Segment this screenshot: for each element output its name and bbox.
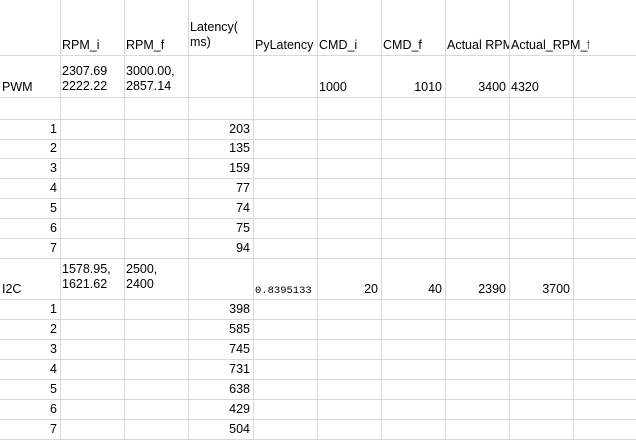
column-divider bbox=[253, 0, 254, 440]
column-divider bbox=[509, 0, 510, 440]
pwm-row-latency[interactable]: 77 bbox=[236, 181, 250, 195]
pwm-row-latency[interactable]: 159 bbox=[229, 161, 250, 175]
i2c-row-index[interactable]: 3 bbox=[50, 342, 57, 356]
column-divider bbox=[124, 0, 125, 440]
i2c-row-index[interactable]: 4 bbox=[50, 362, 57, 376]
row-divider bbox=[0, 238, 636, 239]
pwm-row-index[interactable]: 2 bbox=[50, 141, 57, 155]
header-actual-rpm-f[interactable]: Actual_RPM_f bbox=[511, 38, 589, 52]
i2c-cmd-i[interactable]: 20 bbox=[364, 282, 378, 296]
pwm-row-index[interactable]: 1 bbox=[50, 122, 57, 136]
row-divider bbox=[0, 55, 636, 56]
pwm-row-index[interactable]: 6 bbox=[50, 221, 57, 235]
pwm-row-index[interactable]: 7 bbox=[50, 241, 57, 255]
column-divider bbox=[317, 0, 318, 440]
column-divider bbox=[573, 0, 574, 440]
row-divider bbox=[0, 319, 636, 320]
i2c-actual-rpm-i[interactable]: 2390 bbox=[478, 282, 506, 296]
pwm-row-latency[interactable]: 94 bbox=[236, 241, 250, 255]
row-divider bbox=[0, 299, 636, 300]
header-latency[interactable]: Latency( ms) bbox=[190, 20, 238, 49]
header-pylatency[interactable]: PyLatency bbox=[255, 38, 314, 52]
pwm-row-latency[interactable]: 203 bbox=[229, 122, 250, 136]
i2c-row-index[interactable]: 7 bbox=[50, 422, 57, 436]
i2c-row-index[interactable]: 1 bbox=[50, 302, 57, 316]
header-rpm-i[interactable]: RPM_i bbox=[62, 38, 100, 52]
row-divider bbox=[0, 339, 636, 340]
pwm-actual-rpm-i[interactable]: 3400 bbox=[478, 80, 506, 94]
i2c-row-latency[interactable]: 585 bbox=[229, 322, 250, 336]
i2c-rpm-f[interactable]: 2500, 2400 bbox=[126, 262, 158, 291]
column-divider bbox=[381, 0, 382, 440]
header-cmd-i[interactable]: CMD_i bbox=[319, 38, 358, 52]
row-divider bbox=[0, 158, 636, 159]
i2c-label[interactable]: I2C bbox=[2, 282, 22, 296]
i2c-row-index[interactable]: 5 bbox=[50, 382, 57, 396]
pwm-row-latency[interactable]: 75 bbox=[236, 221, 250, 235]
row-divider bbox=[0, 218, 636, 219]
column-divider bbox=[60, 0, 61, 440]
pwm-row-index[interactable]: 5 bbox=[50, 201, 57, 215]
row-divider bbox=[0, 119, 636, 120]
column-divider bbox=[188, 0, 189, 440]
row-divider bbox=[0, 379, 636, 380]
row-divider bbox=[0, 139, 636, 140]
i2c-row-index[interactable]: 6 bbox=[50, 402, 57, 416]
header-rpm-f[interactable]: RPM_f bbox=[126, 38, 165, 52]
i2c-rpm-i[interactable]: 1578.95, 1621.62 bbox=[62, 262, 111, 291]
i2c-row-latency[interactable]: 638 bbox=[229, 382, 250, 396]
row-divider bbox=[0, 258, 636, 259]
row-divider bbox=[0, 178, 636, 179]
i2c-pylatency[interactable]: 0.8395133 bbox=[255, 285, 312, 297]
i2c-row-latency[interactable]: 429 bbox=[229, 402, 250, 416]
pwm-label[interactable]: PWM bbox=[2, 80, 33, 94]
pwm-rpm-i[interactable]: 2307.69 2222.22 bbox=[62, 64, 108, 93]
header-actual-rpm-i[interactable]: Actual RPM bbox=[447, 38, 509, 52]
i2c-row-latency[interactable]: 745 bbox=[229, 342, 250, 356]
pwm-row-latency[interactable]: 135 bbox=[229, 141, 250, 155]
pwm-rpm-f[interactable]: 3000.00, 2857.14 bbox=[126, 64, 175, 93]
pwm-row-latency[interactable]: 74 bbox=[236, 201, 250, 215]
pwm-cmd-i[interactable]: 1000 bbox=[319, 80, 347, 94]
row-divider bbox=[0, 198, 636, 199]
i2c-actual-rpm-f[interactable]: 3700 bbox=[542, 282, 570, 296]
i2c-cmd-f[interactable]: 40 bbox=[428, 282, 442, 296]
i2c-row-latency[interactable]: 398 bbox=[229, 302, 250, 316]
row-divider bbox=[0, 97, 636, 98]
i2c-row-latency[interactable]: 731 bbox=[229, 362, 250, 376]
i2c-row-index[interactable]: 2 bbox=[50, 322, 57, 336]
pwm-cmd-f[interactable]: 1010 bbox=[414, 80, 442, 94]
row-divider bbox=[0, 359, 636, 360]
i2c-row-latency[interactable]: 504 bbox=[229, 422, 250, 436]
row-divider bbox=[0, 419, 636, 420]
pwm-row-index[interactable]: 3 bbox=[50, 161, 57, 175]
header-cmd-f[interactable]: CMD_f bbox=[383, 38, 422, 52]
pwm-actual-rpm-f[interactable]: 4320 bbox=[511, 80, 539, 94]
column-divider bbox=[445, 0, 446, 440]
row-divider bbox=[0, 399, 636, 400]
pwm-row-index[interactable]: 4 bbox=[50, 181, 57, 195]
